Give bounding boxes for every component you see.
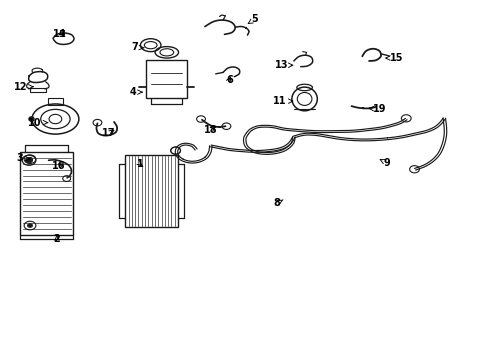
Ellipse shape <box>27 224 32 227</box>
Text: 14: 14 <box>52 29 66 39</box>
Text: 3: 3 <box>17 153 30 163</box>
Bar <box>30 88 46 92</box>
Text: 18: 18 <box>204 125 218 135</box>
Text: 2: 2 <box>53 234 60 244</box>
Text: 11: 11 <box>272 96 293 106</box>
Text: 9: 9 <box>380 158 390 168</box>
Text: 16: 16 <box>51 161 65 171</box>
Text: 17: 17 <box>102 129 116 138</box>
Text: 4: 4 <box>129 87 142 97</box>
Text: 19: 19 <box>369 104 386 114</box>
Text: 5: 5 <box>248 14 258 24</box>
Text: 15: 15 <box>386 53 403 63</box>
Ellipse shape <box>27 157 32 161</box>
Text: 12: 12 <box>14 82 33 92</box>
Text: 6: 6 <box>226 75 233 85</box>
Bar <box>147 59 187 98</box>
Text: 1: 1 <box>137 159 143 169</box>
Bar <box>48 98 63 105</box>
Bar <box>125 155 178 226</box>
Text: 8: 8 <box>273 198 283 208</box>
Text: 7: 7 <box>132 42 144 52</box>
Bar <box>20 152 73 234</box>
Ellipse shape <box>25 158 32 163</box>
Text: 10: 10 <box>28 118 48 128</box>
Text: 13: 13 <box>275 60 293 70</box>
